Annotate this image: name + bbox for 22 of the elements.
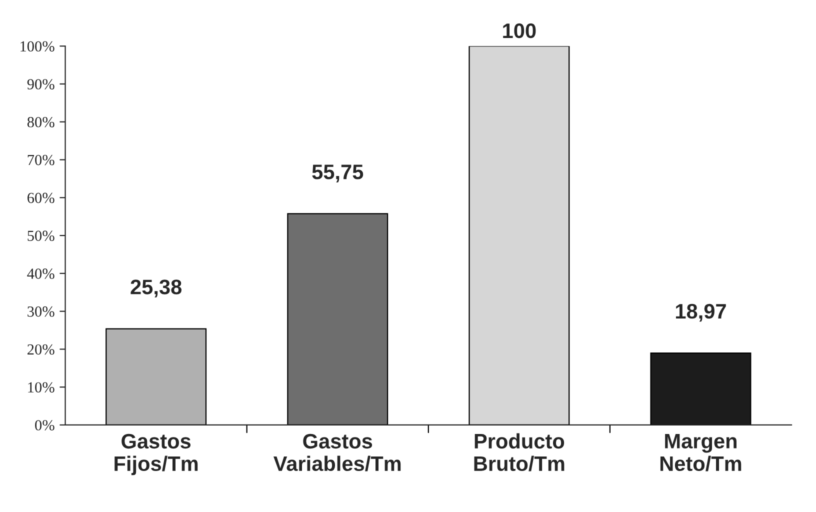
data-label: 100: [503, 23, 536, 38]
data-label: 18,97: [676, 304, 726, 322]
y-tick-label: 40%: [27, 268, 54, 279]
y-tick-label: 30%: [28, 306, 54, 317]
y-tick-label: 70%: [28, 154, 54, 166]
y-tick-label: 50%: [28, 230, 54, 242]
bar: [287, 213, 388, 425]
y-tick-label: 0%: [35, 420, 54, 430]
x-tick-label: Margen Neto/Tm: [660, 434, 742, 472]
data-label: 25,38: [130, 280, 182, 298]
y-tick-label: 20%: [28, 344, 54, 355]
x-tick-label: Producto Bruto/Tm: [474, 433, 564, 472]
data-label: 55,75: [312, 164, 364, 182]
y-tick-label: 90%: [27, 79, 54, 90]
bar: [468, 46, 570, 425]
y-tick-label: 100%: [20, 41, 54, 52]
y-tick-label: 80%: [27, 116, 54, 128]
y-tick-label: 10%: [28, 382, 54, 393]
bar: [106, 328, 207, 425]
x-tick-label: Gastos Fijos/Tm: [114, 434, 198, 476]
x-tick-label: Gastos Variables/Tm: [273, 434, 401, 472]
y-tick-label: 60%: [28, 192, 54, 204]
